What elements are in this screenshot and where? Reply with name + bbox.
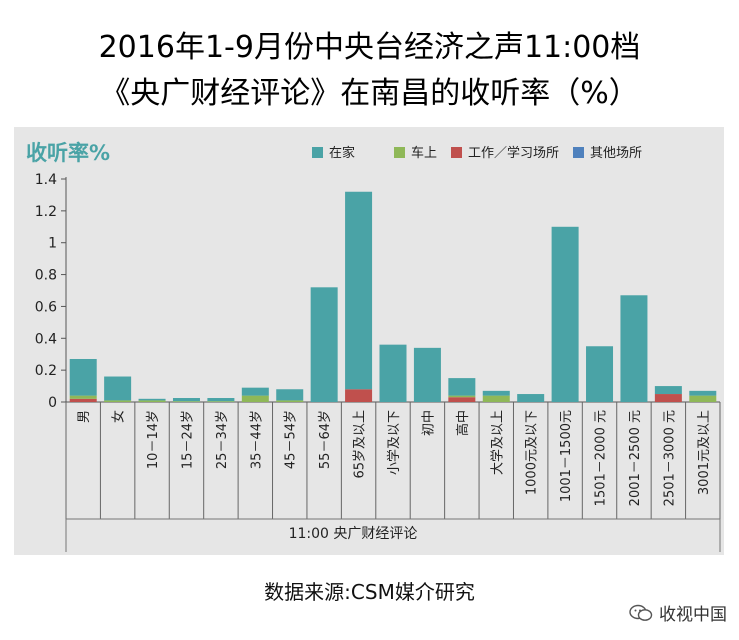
bar-car-2 [138,400,166,402]
bar-car-11 [448,395,476,398]
bar-home-12 [482,390,510,396]
x-category-label: 55－64岁 [318,410,333,469]
x-category-label: 45－54岁 [284,410,299,469]
bar-home-17 [654,386,682,395]
x-category-label: 35－44岁 [249,410,264,469]
chart-title-line2: 《央广财经评论》在南昌的收听率（%） [100,76,639,111]
y-tick-label: 1.2 [35,204,57,220]
bar-home-1 [104,376,132,401]
x-category-label: 男 [77,410,92,423]
bar-car-0 [69,395,97,399]
bar-car-5 [241,395,269,402]
bar-home-8 [345,191,373,390]
wechat-icon [629,604,653,621]
legend-label-home: 在家 [329,145,355,161]
bar-home-11 [448,378,476,396]
x-category-label: 10－14岁 [146,410,161,469]
bar-car-12 [482,395,510,402]
bar-work-8 [345,389,373,402]
x-category-label: 2001－2500 元 [628,410,643,506]
bar-home-3 [172,398,200,402]
bar-home-10 [413,347,441,402]
y-tick-label: 0.8 [35,268,57,284]
bar-home-6 [276,389,304,401]
bar-work-17 [654,394,682,402]
x-category-label: 1001－1500元 [559,410,574,502]
x-category-label: 2501－3000 元 [662,410,677,506]
bar-home-2 [138,398,166,401]
x-category-label: 25－34岁 [215,410,230,469]
y-tick-label: 0 [48,395,57,411]
bar-car-1 [104,400,132,402]
bar-work-11 [448,397,476,402]
x-category-label: 大学及以上 [489,410,505,475]
watermark-text: 收视中国 [659,605,727,625]
bar-car-3 [172,401,200,402]
bar-home-13 [517,394,545,402]
bar-car-4 [207,401,235,402]
x-category-label: 小学及以下 [386,410,402,475]
legend-label-work: 工作／学习场所 [468,145,559,161]
x-category-label: 1501－2000 元 [594,410,609,506]
legend-swatch-other [573,147,584,158]
y-axis-title: 收听率% [26,141,110,165]
bar-home-16 [620,295,648,402]
y-tick-label: 0.2 [35,363,57,379]
legend-label-other: 其他场所 [590,146,642,161]
x-category-label: 65岁及以上 [353,410,368,479]
legend-swatch-work [451,147,462,158]
bar-home-4 [207,398,235,402]
x-category-label: 15－24岁 [180,410,195,469]
x-category-label: 女 [111,410,127,423]
bar-home-0 [69,358,97,396]
bar-home-5 [241,387,269,396]
x-category-label: 1000元及以下 [525,410,540,495]
legend-label-car: 车上 [411,145,437,161]
y-tick-label: 0.4 [35,331,57,347]
bar-work-0 [69,398,97,402]
y-tick-label: 0.6 [35,299,57,315]
bar-car-18 [689,395,717,402]
stacked-bar-chart: 收听率% 在家 车上 工作／学习场所 其他场所 0 0.2 0.4 0.6 0.8 1 1.2 1.4 男… [26,141,721,552]
chart-title-line1: 2016年1-9月份中央台经济之声11:00档 [98,30,641,65]
bar-home-15 [586,346,614,402]
bar-home-7 [310,287,338,402]
legend-swatch-car [394,147,405,158]
bar-home-14 [551,226,579,402]
bar-home-18 [689,390,717,396]
watermark: 收视中国 [629,600,727,625]
x-axis-title: 11:00 央广财经评论 [289,526,418,542]
bar-home-9 [379,344,407,402]
x-category-label: 初中 [421,410,436,436]
x-category-label: 3001元及以上 [697,410,712,495]
bar-car-6 [276,400,304,402]
y-tick-label: 1.4 [35,172,57,188]
x-category-label: 高中 [455,410,471,436]
data-source: 数据来源:CSM媒介研究 [264,580,475,604]
legend-swatch-home [312,147,323,158]
y-tick-label: 1 [48,236,57,252]
